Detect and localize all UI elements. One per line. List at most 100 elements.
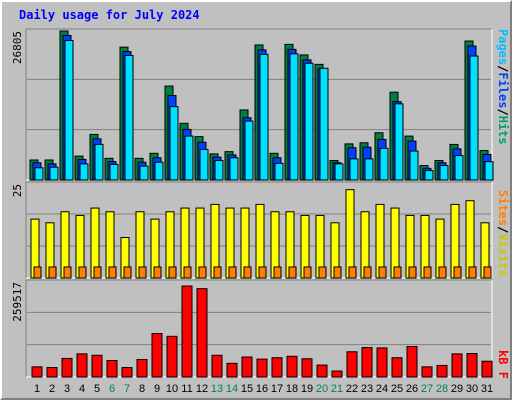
requests-max-label: 26805: [11, 31, 24, 64]
day-label: 11: [181, 383, 192, 395]
day-label: 19: [301, 383, 313, 395]
kbytes-bar: [91, 354, 103, 378]
kbytes-legend: kB F: [496, 350, 510, 379]
kbytes-bar: [106, 360, 118, 378]
sites-bar: [438, 266, 447, 279]
day-label: 14: [226, 383, 238, 395]
sites-bar: [318, 266, 327, 279]
day-label: 30: [466, 383, 478, 395]
day-label: 16: [256, 383, 268, 395]
pages-bar: [439, 165, 449, 181]
kbytes-bar: [421, 366, 433, 378]
sites-bar: [378, 266, 387, 279]
pages-bar: [484, 161, 494, 181]
pages-bar: [394, 103, 404, 181]
pages-bar: [319, 67, 329, 181]
day-label: 13: [211, 383, 223, 395]
pages-bar: [229, 157, 239, 181]
sites-bar: [153, 266, 162, 279]
sites-bar: [213, 266, 222, 279]
pages-bar: [154, 161, 164, 181]
kbytes-bar: [256, 358, 268, 378]
pages-bar: [469, 55, 479, 181]
pages-bar: [364, 158, 374, 181]
sites-bar: [78, 266, 87, 279]
kbytes-bar: [151, 333, 163, 378]
kbytes-bar: [286, 355, 298, 378]
pages-bar: [34, 167, 44, 181]
legend-sep1: /: [496, 65, 510, 72]
sites-bar: [393, 266, 402, 279]
pages-bar: [94, 143, 104, 181]
pages-bar: [184, 135, 194, 181]
sites-bar: [123, 266, 132, 279]
kbytes-bar: [346, 351, 358, 378]
sites-bar: [243, 266, 252, 279]
pages-bar: [289, 53, 299, 181]
kbytes-bar: [331, 370, 343, 378]
kbytes-bar: [181, 285, 193, 378]
pages-bar: [64, 39, 74, 181]
kbytes-bar: [271, 357, 283, 378]
sites-bar: [468, 266, 477, 279]
day-label: 1: [34, 383, 40, 395]
kbytes-bar: [166, 335, 178, 378]
day-label: 8: [139, 383, 145, 395]
pages-bar: [244, 120, 254, 181]
day-label: 5: [94, 383, 100, 395]
pages-bar: [199, 148, 209, 181]
pages-bar: [349, 158, 359, 181]
visits-max-label: 25: [11, 184, 24, 197]
visits-legend: Sites/Visits: [496, 190, 510, 277]
sites-bar: [228, 266, 237, 279]
sites-bar: [288, 266, 297, 279]
sites-bar: [453, 266, 462, 279]
sites-bar: [363, 266, 372, 279]
day-label: 21: [331, 383, 343, 395]
legend-hits: Hits: [496, 116, 510, 145]
day-label: 29: [451, 383, 463, 395]
sites-bar: [333, 266, 342, 279]
pages-bar: [334, 163, 344, 181]
kbytes-bar: [76, 353, 88, 378]
pages-bar: [169, 106, 179, 181]
sites-bar: [63, 266, 72, 279]
kbytes-max-label: 259517: [11, 282, 24, 322]
sites-bar: [108, 266, 117, 279]
kbytes-bar: [46, 367, 58, 378]
legend-sites: Sites: [496, 190, 510, 226]
day-label: 9: [154, 383, 160, 395]
day-label: 12: [196, 383, 208, 395]
legend-kb: kB F: [496, 350, 510, 379]
kbytes-bar: [241, 356, 253, 378]
legend-files: Files: [496, 72, 510, 108]
day-label: 28: [436, 383, 448, 395]
pages-bar: [259, 53, 269, 181]
day-label: 15: [241, 383, 253, 395]
kbytes-bar: [121, 367, 133, 378]
kbytes-bar: [361, 347, 373, 378]
day-label: 26: [406, 383, 418, 395]
pages-bar: [79, 163, 89, 181]
kbytes-bar: [466, 353, 478, 378]
kbytes-bar: [196, 288, 208, 378]
pages-bar: [49, 166, 59, 181]
kbytes-bar: [391, 357, 403, 378]
sites-bar: [138, 266, 147, 279]
pages-bar: [424, 170, 434, 181]
day-label: 7: [124, 383, 130, 395]
pages-bar: [454, 155, 464, 181]
sites-bar: [33, 266, 42, 279]
kbytes-bar: [226, 362, 238, 378]
sites-bar: [93, 266, 102, 279]
day-label: 17: [271, 383, 283, 395]
pages-bar: [214, 160, 224, 181]
day-label: 20: [316, 383, 328, 395]
day-label: 18: [286, 383, 298, 395]
day-label: 2: [49, 383, 55, 395]
day-label: 31: [481, 383, 493, 395]
requests-legend: Pages/Files/Hits: [496, 29, 510, 145]
kbytes-bar: [451, 353, 463, 378]
